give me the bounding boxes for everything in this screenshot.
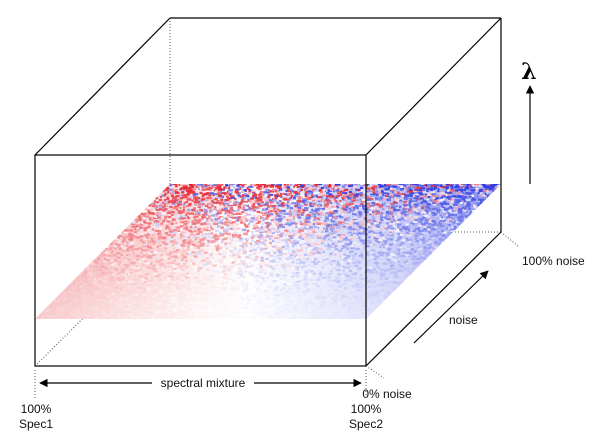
mixture-plane <box>35 182 504 321</box>
noise-speck <box>426 258 429 260</box>
noise-speck <box>461 224 463 226</box>
noise-speck <box>434 251 439 253</box>
noise-speck <box>393 292 398 294</box>
noise-speck <box>436 250 441 252</box>
noise-speck <box>447 238 452 240</box>
noise-speck <box>405 279 409 281</box>
noise-speck <box>485 200 490 202</box>
noise-speck <box>423 262 427 264</box>
noise-speck <box>418 267 423 269</box>
